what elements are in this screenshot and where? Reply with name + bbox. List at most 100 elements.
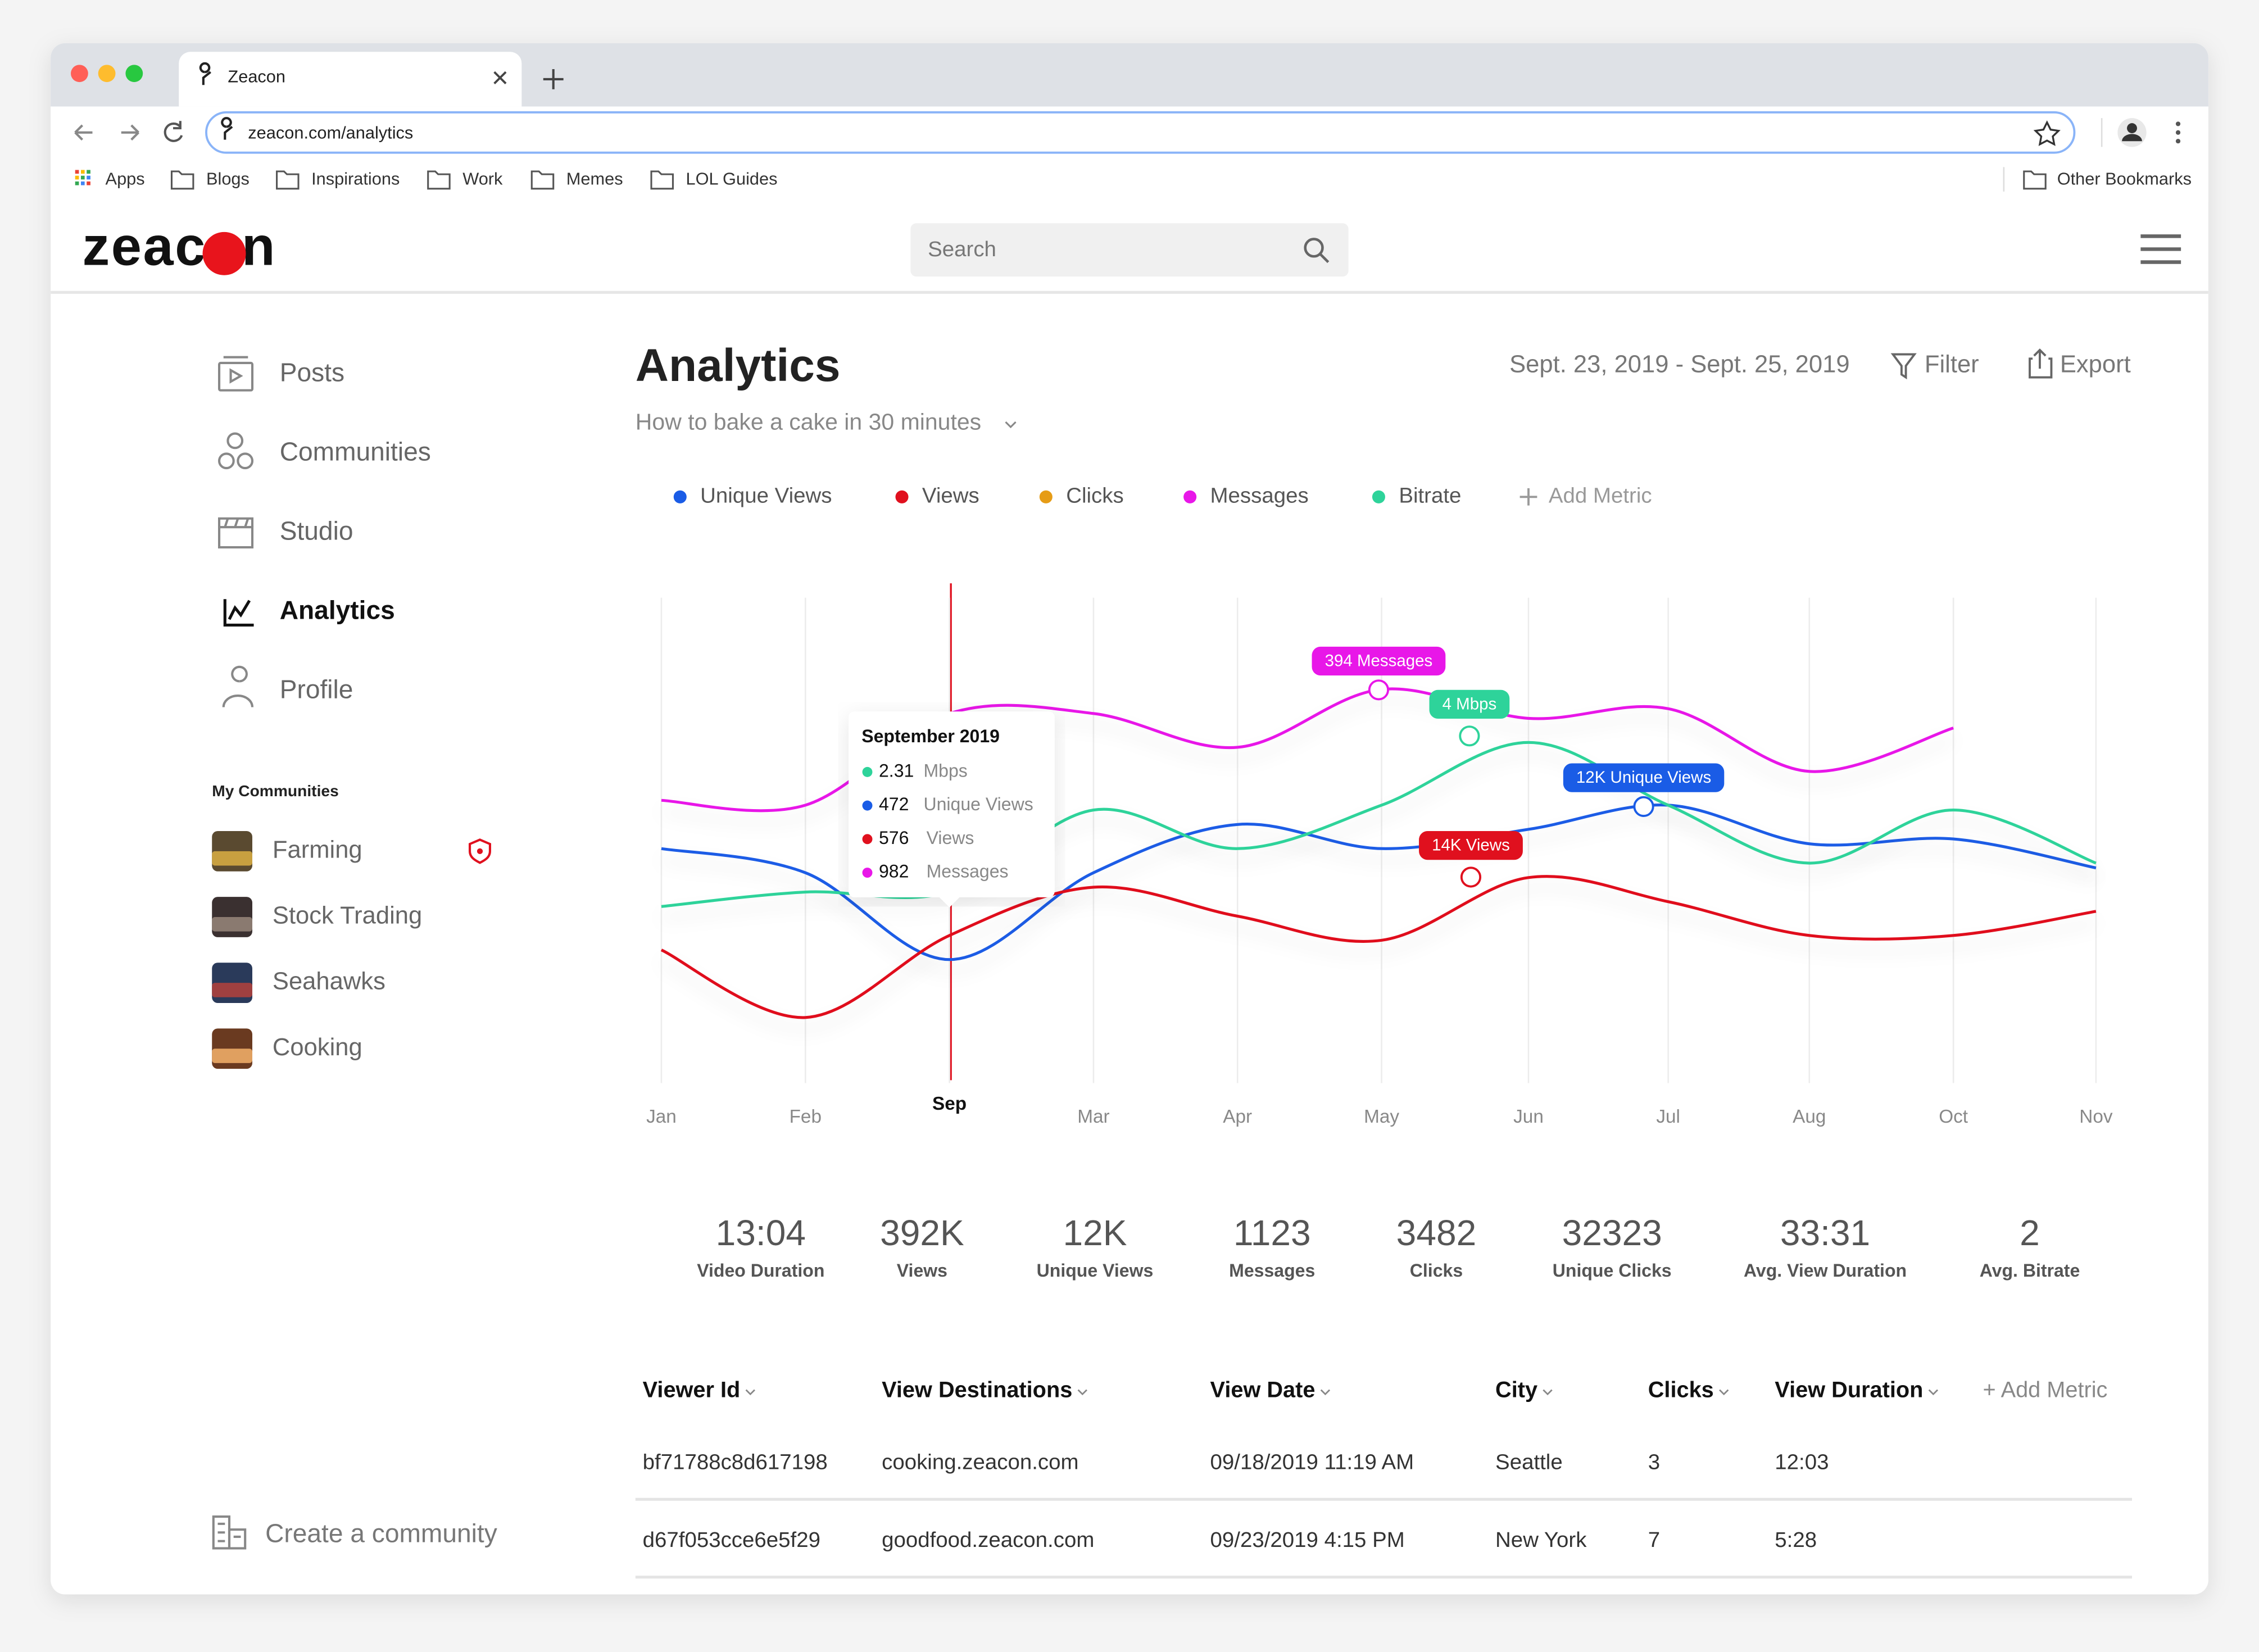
bookmark-star[interactable] <box>2033 120 2061 146</box>
community-avatar-detail <box>212 983 253 997</box>
profile-head <box>2127 123 2137 134</box>
export[interactable]: Export <box>2060 351 2131 378</box>
x-tick-label: Nov <box>2079 1106 2113 1127</box>
annotation-badge <box>1312 646 1446 676</box>
legend-dot <box>1372 490 1385 503</box>
date-range[interactable]: Sept. 23, 2019 - Sept. 25, 2019 <box>1509 351 1850 378</box>
add-metric-plus[interactable] <box>1519 488 1537 506</box>
tooltip-value: 982 <box>879 861 909 882</box>
nav-item[interactable]: Analytics <box>280 596 395 625</box>
stat-label: Avg. View Duration <box>1744 1260 1907 1281</box>
tooltip-value: 576 <box>879 828 909 848</box>
new-tab[interactable] <box>543 69 564 89</box>
apps-icon <box>87 181 90 185</box>
menu-dots[interactable] <box>2175 121 2181 144</box>
legend-label[interactable]: Messages <box>1210 483 1309 507</box>
column-header[interactable]: City <box>1495 1378 1537 1403</box>
nav-item[interactable]: Profile <box>280 675 353 704</box>
annotation-label: 12K Unique Views <box>1576 768 1711 787</box>
sort-chevron[interactable] <box>1543 1389 1553 1396</box>
sort-chevron[interactable] <box>1077 1389 1087 1396</box>
search-icon[interactable] <box>1304 238 1324 258</box>
legend-dot <box>1039 490 1053 503</box>
logo-dot <box>202 232 246 275</box>
column-header[interactable]: Clicks <box>1648 1378 1714 1403</box>
bookmark[interactable]: Inspirations <box>311 169 400 189</box>
max-dot[interactable] <box>125 65 143 83</box>
nav-item[interactable]: Communities <box>280 437 431 466</box>
column-header[interactable]: Viewer Id <box>643 1378 741 1403</box>
folder-icon <box>276 170 300 190</box>
annotation-marker <box>1368 679 1390 701</box>
legend-label[interactable]: Bitrate <box>1399 483 1461 507</box>
nav-item[interactable]: Posts <box>280 358 344 387</box>
bookmark[interactable]: Work <box>462 169 503 189</box>
legend-label[interactable]: Clicks <box>1066 483 1124 507</box>
annotation-badge <box>1563 763 1725 792</box>
tab[interactable] <box>179 52 522 107</box>
table-add-metric[interactable]: + Add Metric <box>1983 1378 2108 1403</box>
column-header[interactable]: View Destinations <box>882 1378 1072 1403</box>
reload[interactable] <box>164 121 183 142</box>
add-metric[interactable]: Add Metric <box>1549 483 1652 507</box>
annotation-marker <box>1633 796 1654 817</box>
video-select[interactable]: How to bake a cake in 30 minutes <box>636 409 981 434</box>
forward[interactable] <box>121 124 139 141</box>
other-bookmarks[interactable]: Other Bookmarks <box>2057 169 2192 189</box>
browser-window <box>51 43 2208 1595</box>
legend-dot <box>1183 490 1197 503</box>
community[interactable]: Farming <box>273 836 362 863</box>
stat-label: Views <box>897 1260 947 1281</box>
table-cell: Seattle <box>1495 1450 1563 1474</box>
search-box[interactable] <box>910 223 1349 277</box>
annotation-badge <box>1419 830 1523 860</box>
bookmark[interactable]: LOL Guides <box>686 169 778 189</box>
tooltip-value: 472 <box>879 794 909 814</box>
hamburger[interactable] <box>2140 234 2181 264</box>
stat-label: Messages <box>1229 1260 1315 1281</box>
community-avatar-detail <box>212 1049 253 1063</box>
apps-icon <box>80 170 85 174</box>
stat-label: Avg. Bitrate <box>1980 1260 2080 1281</box>
bookmark[interactable]: Memes <box>566 169 623 189</box>
legend-label[interactable]: Views <box>922 483 979 507</box>
filter[interactable]: Filter <box>1925 351 1979 378</box>
community[interactable]: Cooking <box>273 1034 362 1061</box>
series-line <box>661 741 2097 908</box>
create-icon[interactable] <box>212 1515 247 1550</box>
sort-chevron[interactable] <box>1320 1389 1331 1396</box>
tab-close[interactable] <box>493 71 507 85</box>
min-dot[interactable] <box>98 65 116 83</box>
community-avatar-detail <box>212 851 253 866</box>
series-line <box>660 875 2097 1019</box>
apps-icon <box>87 170 90 174</box>
column-header[interactable]: View Date <box>1210 1378 1316 1403</box>
export-icon[interactable] <box>2029 348 2053 379</box>
annotation-label: 14K Views <box>1432 836 1510 855</box>
community[interactable]: Seahawks <box>273 968 385 995</box>
back[interactable] <box>74 124 93 141</box>
tooltip-title: September 2019 <box>861 726 1000 746</box>
sort-chevron[interactable] <box>1928 1389 1939 1396</box>
stat-value: 13:04 <box>716 1213 806 1253</box>
bookmark[interactable]: Blogs <box>206 169 250 189</box>
address-bar[interactable] <box>205 111 2076 154</box>
filter-icon[interactable] <box>1890 353 1917 380</box>
legend-label[interactable]: Unique Views <box>700 483 832 507</box>
stat-label: Video Duration <box>697 1260 824 1281</box>
sort-chevron[interactable] <box>745 1389 755 1396</box>
x-tick-label: Jun <box>1513 1106 1544 1127</box>
column-header[interactable]: View Duration <box>1775 1378 1923 1403</box>
apps-icon <box>80 181 85 185</box>
legend-dot <box>673 490 687 503</box>
sort-chevron[interactable] <box>1719 1389 1729 1396</box>
community[interactable]: Stock Trading <box>273 902 422 929</box>
x-tick-label: Sep <box>932 1093 967 1114</box>
close-dot[interactable] <box>71 65 88 83</box>
nav-item[interactable]: Studio <box>280 516 353 546</box>
create-community[interactable]: Create a community <box>265 1519 497 1548</box>
video-dropdown[interactable] <box>1005 421 1017 429</box>
bookmark[interactable]: Apps <box>106 169 145 189</box>
